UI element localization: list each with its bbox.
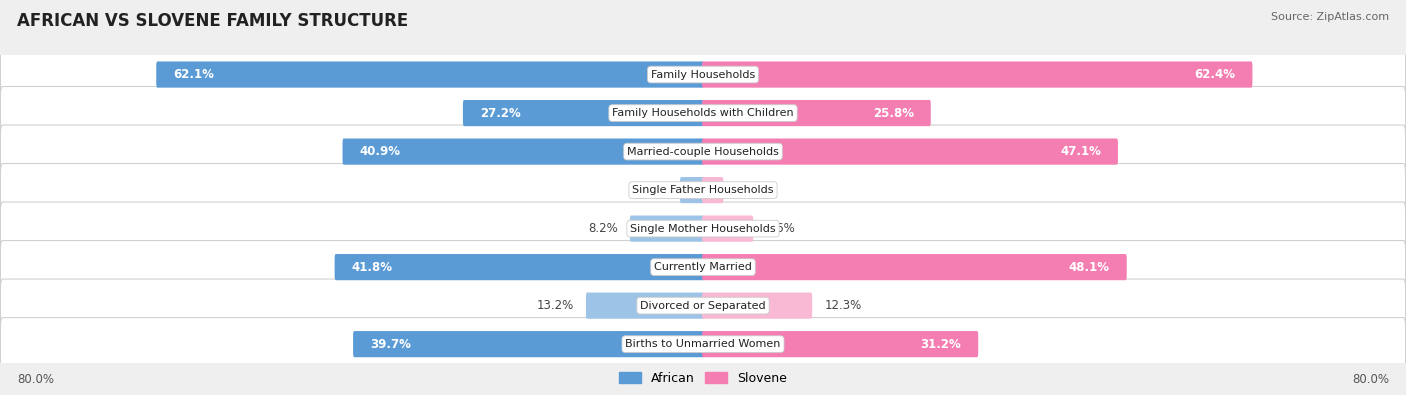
FancyBboxPatch shape [463, 100, 704, 126]
Text: 39.7%: 39.7% [370, 338, 411, 351]
FancyBboxPatch shape [343, 139, 704, 165]
FancyBboxPatch shape [0, 125, 1406, 178]
FancyBboxPatch shape [0, 87, 1406, 140]
Legend: African, Slovene: African, Slovene [619, 372, 787, 385]
FancyBboxPatch shape [353, 331, 704, 357]
FancyBboxPatch shape [681, 177, 704, 203]
Text: 48.1%: 48.1% [1069, 261, 1109, 274]
Text: 25.8%: 25.8% [873, 107, 914, 120]
FancyBboxPatch shape [156, 62, 704, 88]
Text: 2.5%: 2.5% [638, 184, 668, 197]
FancyBboxPatch shape [586, 293, 704, 319]
FancyBboxPatch shape [0, 241, 1406, 294]
Text: Married-couple Households: Married-couple Households [627, 147, 779, 156]
FancyBboxPatch shape [702, 293, 813, 319]
Text: 27.2%: 27.2% [479, 107, 520, 120]
FancyBboxPatch shape [0, 164, 1406, 217]
Text: Single Mother Households: Single Mother Households [630, 224, 776, 233]
Text: 8.2%: 8.2% [588, 222, 617, 235]
Text: Single Father Households: Single Father Households [633, 185, 773, 195]
FancyBboxPatch shape [0, 318, 1406, 371]
Text: 13.2%: 13.2% [537, 299, 574, 312]
Text: 40.9%: 40.9% [360, 145, 401, 158]
Text: 80.0%: 80.0% [17, 373, 53, 386]
FancyBboxPatch shape [702, 216, 754, 242]
Text: Divorced or Separated: Divorced or Separated [640, 301, 766, 310]
Text: Family Households: Family Households [651, 70, 755, 79]
Text: 62.1%: 62.1% [173, 68, 214, 81]
FancyBboxPatch shape [702, 254, 1126, 280]
Text: 80.0%: 80.0% [1353, 373, 1389, 386]
Text: 62.4%: 62.4% [1195, 68, 1236, 81]
Text: 12.3%: 12.3% [824, 299, 862, 312]
Text: Births to Unmarried Women: Births to Unmarried Women [626, 339, 780, 349]
FancyBboxPatch shape [702, 331, 979, 357]
Text: AFRICAN VS SLOVENE FAMILY STRUCTURE: AFRICAN VS SLOVENE FAMILY STRUCTURE [17, 12, 408, 30]
FancyBboxPatch shape [0, 48, 1406, 101]
FancyBboxPatch shape [702, 100, 931, 126]
FancyBboxPatch shape [702, 177, 723, 203]
FancyBboxPatch shape [0, 279, 1406, 332]
Text: 41.8%: 41.8% [352, 261, 392, 274]
Text: 5.6%: 5.6% [765, 222, 796, 235]
Text: 31.2%: 31.2% [921, 338, 962, 351]
FancyBboxPatch shape [630, 216, 704, 242]
FancyBboxPatch shape [702, 62, 1253, 88]
FancyBboxPatch shape [0, 202, 1406, 255]
Text: Source: ZipAtlas.com: Source: ZipAtlas.com [1271, 12, 1389, 22]
Text: Family Households with Children: Family Households with Children [612, 108, 794, 118]
Text: 2.2%: 2.2% [735, 184, 765, 197]
Text: 47.1%: 47.1% [1060, 145, 1101, 158]
Text: Currently Married: Currently Married [654, 262, 752, 272]
FancyBboxPatch shape [702, 139, 1118, 165]
FancyBboxPatch shape [335, 254, 704, 280]
